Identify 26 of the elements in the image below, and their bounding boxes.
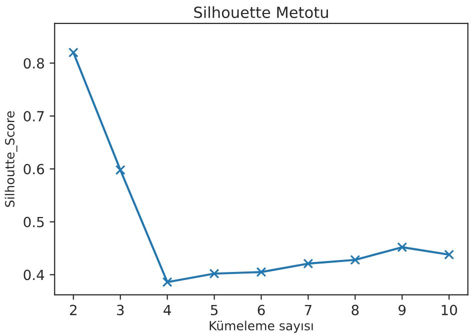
point [68,48,78,58]
point [397,242,408,252]
x-tick-label: 8 [352,304,359,316]
y-tick-label: 0.4 [24,270,44,280]
y-axis-title: Silhoutte_Score [4,111,18,207]
y-tick-label: 0.6 [24,164,44,174]
y-tick-label: 0.5 [24,216,44,228]
point [350,254,360,265]
x-tick-label: 7 [304,304,312,316]
x-tick-label: 10 [442,304,458,316]
x-axis-title: Kümeleme sayısı [210,320,313,333]
x-tick-label: 4 [164,304,171,316]
x-tick-label: 9 [398,304,406,316]
x-tick-label: 2 [70,304,76,316]
point [256,267,266,278]
y-tick-label: 0.7 [24,110,44,122]
point [162,277,172,288]
point [444,250,454,260]
y-tick-label: 0.8 [24,58,44,69]
x-tick-label: 5 [210,304,218,316]
chart-title: Silhouette Metotu [194,6,328,18]
x-tick-label: 6 [258,304,265,316]
point [115,164,126,175]
x-tick-label: 3 [117,304,124,316]
point [209,268,220,279]
point [303,258,314,269]
